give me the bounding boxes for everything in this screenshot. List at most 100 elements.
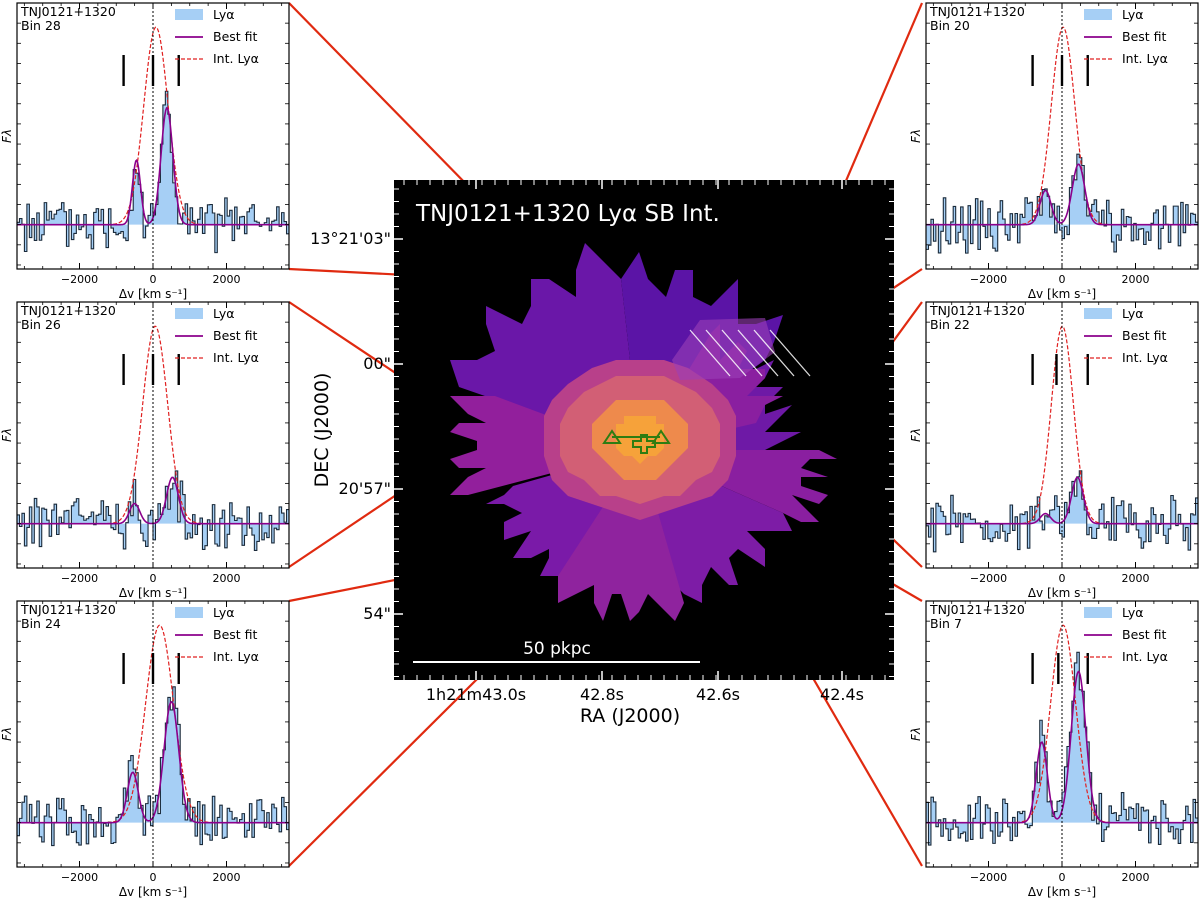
y-axis-label: Fλ — [0, 129, 14, 143]
x-tick-label: 2000 — [213, 273, 241, 286]
legend-label-int-lya: Int. Lyα — [1122, 649, 1168, 664]
map-y-tick-label: 54" — [363, 604, 391, 623]
map-x-tick-label: 42.6s — [696, 685, 740, 704]
legend-label-lya: Lyα — [213, 306, 234, 321]
legend-swatch-lya — [175, 9, 203, 20]
map-y-tick-label: 00" — [363, 354, 391, 373]
cross-marker — [632, 434, 656, 454]
x-tick-label: 0 — [1059, 572, 1066, 585]
x-tick-label: 2000 — [213, 871, 241, 884]
legend-label-lya: Lyα — [1122, 605, 1143, 620]
bin-label: Bin 26 — [21, 317, 61, 332]
legend-label-lya: Lyα — [213, 605, 234, 620]
legend-swatch-lya — [1084, 607, 1112, 618]
scale-bar: 50 pkpc — [413, 639, 700, 663]
x-axis-label: Δv [km s⁻¹] — [119, 287, 187, 301]
object-label: TNJ0121+1320 — [20, 4, 116, 19]
legend-label-best-fit: Best fit — [213, 29, 258, 44]
x-tick-label: −2000 — [61, 871, 98, 884]
x-axis-label: Δv [km s⁻¹] — [119, 885, 187, 899]
panel-plot-area — [926, 302, 1198, 568]
panel-plot-area — [17, 302, 289, 568]
masked-region — [672, 318, 775, 380]
panel-plot-area — [926, 3, 1198, 269]
bin-label: Bin 20 — [930, 18, 970, 33]
object-label: TNJ0121+1320 — [20, 303, 116, 318]
legend-swatch-lya — [1084, 9, 1112, 20]
panel-plot-area — [17, 3, 289, 269]
map-y-axis-label: DEC (J2000) — [311, 373, 333, 488]
map-title: TNJ0121+1320 Lyα SB Int. — [415, 201, 720, 227]
bin-label: Bin 22 — [930, 317, 970, 332]
legend-label-best-fit: Best fit — [213, 627, 258, 642]
x-tick-label: 0 — [1059, 273, 1066, 286]
x-tick-label: 0 — [150, 273, 157, 286]
y-axis-label: Fλ — [909, 129, 923, 143]
x-tick-label: −2000 — [61, 572, 98, 585]
x-tick-label: −2000 — [61, 273, 98, 286]
legend-label-int-lya: Int. Lyα — [1122, 350, 1168, 365]
bin-label: Bin 24 — [21, 616, 61, 631]
x-axis-label: Δv [km s⁻¹] — [1028, 287, 1096, 301]
surface-brightness-map: TNJ0121+1320 Lyα SB Int. 50 pkpc — [394, 180, 894, 680]
legend-label-lya: Lyα — [1122, 306, 1143, 321]
map-x-axis-label: RA (J2000) — [580, 705, 680, 727]
lya-flux-fill — [17, 686, 289, 846]
legend-label-lya: Lyα — [1122, 7, 1143, 22]
legend-swatch-lya — [175, 607, 203, 618]
hatch-line — [689, 329, 731, 377]
map-y-tick-label: 13°21'03" — [310, 229, 391, 248]
x-axis-label: Δv [km s⁻¹] — [119, 586, 187, 600]
y-axis-label: Fλ — [909, 727, 923, 741]
bin-label: Bin 28 — [21, 18, 61, 33]
x-tick-label: −2000 — [970, 572, 1007, 585]
object-label: TNJ0121+1320 — [929, 303, 1025, 318]
x-axis-label: Δv [km s⁻¹] — [1028, 885, 1096, 899]
map-y-tick-label: 20'57" — [339, 479, 391, 498]
legend-label-best-fit: Best fit — [1122, 328, 1167, 343]
object-label: TNJ0121+1320 — [20, 602, 116, 617]
legend-label-best-fit: Best fit — [1122, 29, 1167, 44]
x-tick-label: 2000 — [1122, 871, 1150, 884]
x-tick-label: 0 — [150, 572, 157, 585]
object-label: TNJ0121+1320 — [929, 4, 1025, 19]
map-bin — [558, 450, 684, 621]
lya-flux-fill — [926, 470, 1198, 552]
best-fit-curve — [926, 163, 1198, 226]
map-x-tick-label: 1h21m43.0s — [426, 685, 526, 704]
object-label: TNJ0121+1320 — [929, 602, 1025, 617]
triangle-marker — [651, 429, 671, 444]
map-x-tick-label: 42.4s — [820, 685, 864, 704]
legend-label-best-fit: Best fit — [213, 328, 258, 343]
bin-label: Bin 7 — [930, 616, 962, 631]
masked-region-hatch — [672, 318, 811, 380]
legend-label-int-lya: Int. Lyα — [213, 51, 259, 66]
x-tick-label: 0 — [150, 871, 157, 884]
hatch-line — [737, 329, 779, 377]
x-tick-label: −2000 — [970, 273, 1007, 286]
hatch-line — [721, 329, 763, 377]
source-markers — [602, 429, 671, 454]
x-axis-label: Δv [km s⁻¹] — [1028, 586, 1096, 600]
hatch-line — [769, 329, 811, 377]
x-tick-label: 2000 — [213, 572, 241, 585]
x-tick-label: 2000 — [1122, 273, 1150, 286]
legend-label-lya: Lyα — [213, 7, 234, 22]
map-ticks — [394, 180, 894, 680]
legend-label-int-lya: Int. Lyα — [213, 350, 259, 365]
legend-swatch-lya — [175, 308, 203, 319]
lya-flux-fill — [926, 154, 1198, 254]
panel-plot-area — [17, 601, 289, 867]
map-y-tick-labels: 13°21'03" 00" 20'57" 54" — [310, 229, 391, 623]
lya-spectrum-line — [17, 470, 289, 552]
x-tick-label: 0 — [1059, 871, 1066, 884]
lya-spectrum-line — [926, 651, 1198, 846]
map-x-tick-labels: 1h21m43.0s 42.8s 42.6s 42.4s — [426, 685, 864, 704]
